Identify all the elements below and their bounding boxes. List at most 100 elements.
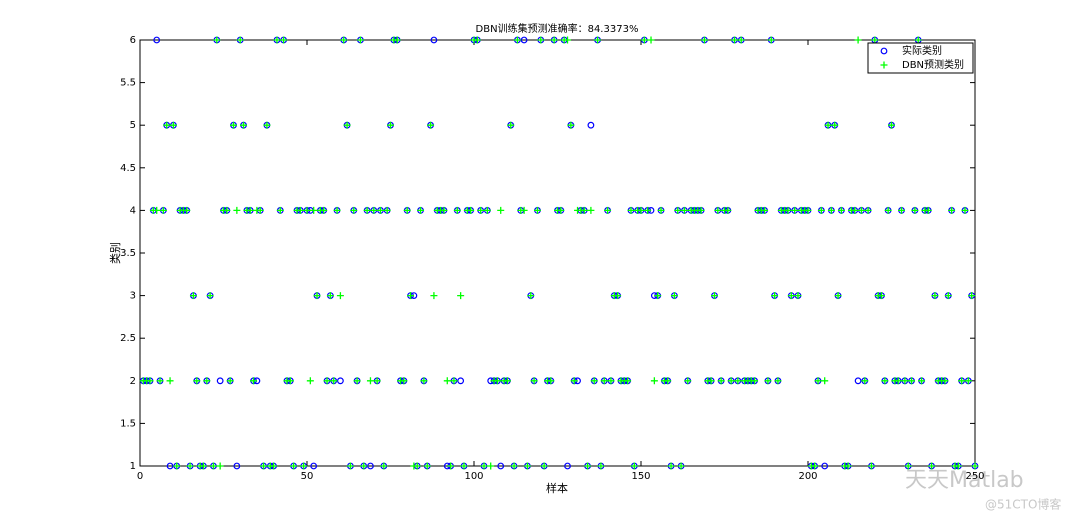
- plus-marker: [453, 206, 461, 214]
- plus-marker: [326, 292, 334, 300]
- plus-marker: [854, 36, 862, 44]
- y-tick-label: 6: [130, 35, 136, 46]
- plus-marker: [811, 462, 819, 470]
- plus-marker: [714, 206, 722, 214]
- plus-marker: [901, 377, 909, 385]
- plus-marker: [684, 377, 692, 385]
- plus-marker: [206, 292, 214, 300]
- plus-marker: [914, 36, 922, 44]
- plus-marker: [330, 377, 338, 385]
- plus-marker: [941, 377, 949, 385]
- plus-marker: [787, 292, 795, 300]
- plus-marker: [159, 206, 167, 214]
- x-tick-label: 50: [301, 471, 314, 482]
- plus-marker: [567, 121, 575, 129]
- plus-marker: [590, 377, 598, 385]
- plus-marker: [226, 377, 234, 385]
- plus-marker: [263, 121, 271, 129]
- plus-marker: [881, 377, 889, 385]
- plus-marker: [540, 462, 548, 470]
- plus-marker: [256, 206, 264, 214]
- plus-marker: [216, 462, 224, 470]
- watermark-source: @51CTO博客: [985, 497, 1061, 512]
- plus-marker: [393, 36, 401, 44]
- plus-marker: [350, 206, 358, 214]
- plus-marker: [236, 36, 244, 44]
- plus-marker: [670, 292, 678, 300]
- plus-marker: [584, 462, 592, 470]
- plus-marker: [497, 206, 505, 214]
- plus-marker: [360, 462, 368, 470]
- plus-marker: [944, 292, 952, 300]
- plus-marker: [667, 462, 675, 470]
- circle-marker: [367, 462, 374, 470]
- circle-marker: [166, 462, 174, 470]
- plus-marker: [203, 377, 211, 385]
- plus-marker: [153, 206, 161, 214]
- plus-marker: [587, 206, 595, 214]
- plus-marker: [296, 206, 304, 214]
- plus-marker: [607, 377, 615, 385]
- plus-marker: [417, 206, 425, 214]
- plus-marker: [306, 377, 314, 385]
- x-tick-label: 150: [631, 471, 650, 482]
- plus-marker: [533, 206, 541, 214]
- plus-marker: [276, 206, 284, 214]
- plus-marker: [183, 206, 191, 214]
- plus-marker: [814, 377, 822, 385]
- x-tick-label: 0: [137, 471, 143, 482]
- plus-marker: [894, 377, 902, 385]
- y-tick-label: 1.5: [120, 418, 136, 429]
- plus-marker: [844, 462, 852, 470]
- y-axis-label: 类别: [108, 242, 122, 264]
- plus-marker: [320, 206, 328, 214]
- plus-marker: [193, 377, 201, 385]
- plus-marker: [513, 36, 521, 44]
- plus-marker: [580, 206, 588, 214]
- plus-marker: [440, 206, 448, 214]
- watermark: 天天Matlab: [905, 468, 1024, 493]
- x-tick-label: 100: [464, 471, 483, 482]
- plus-marker: [477, 206, 485, 214]
- plus-marker: [353, 377, 361, 385]
- plus-marker: [300, 462, 308, 470]
- plus-marker: [270, 462, 278, 470]
- plus-marker: [427, 121, 435, 129]
- plus-marker: [233, 206, 241, 214]
- plus-marker: [971, 462, 979, 470]
- plus-marker: [904, 462, 912, 470]
- plus-marker: [827, 206, 835, 214]
- y-tick-label: 2.5: [120, 333, 136, 344]
- plus-marker: [791, 206, 799, 214]
- plus-marker: [163, 121, 171, 129]
- circle-marker: [520, 36, 528, 44]
- plus-marker: [373, 377, 381, 385]
- plus-marker: [697, 206, 705, 214]
- plus-marker: [473, 36, 481, 44]
- plus-marker: [737, 36, 745, 44]
- plus-marker: [363, 206, 371, 214]
- plus-marker: [717, 377, 725, 385]
- plus-marker: [450, 377, 458, 385]
- plus-marker: [166, 377, 174, 385]
- plus-marker: [310, 206, 318, 214]
- plus-marker: [387, 121, 394, 129]
- circle-marker: [233, 462, 241, 470]
- plus-marker: [273, 36, 281, 44]
- plus-marker: [346, 462, 354, 470]
- plus-marker: [627, 206, 635, 214]
- y-tick-label: 3.5: [120, 248, 136, 259]
- plus-marker: [644, 206, 652, 214]
- plus-marker: [600, 377, 608, 385]
- plus-marker: [630, 462, 638, 470]
- plus-marker: [657, 206, 665, 214]
- plus-marker: [370, 206, 378, 214]
- circle-marker: [587, 121, 595, 129]
- plus-marker: [356, 36, 364, 44]
- plus-marker: [911, 206, 919, 214]
- plus-marker: [420, 377, 428, 385]
- legend-label: DBN预测类别: [902, 58, 964, 71]
- plus-marker: [804, 206, 812, 214]
- plus-marker: [931, 292, 939, 300]
- x-tick-label: 200: [798, 471, 817, 482]
